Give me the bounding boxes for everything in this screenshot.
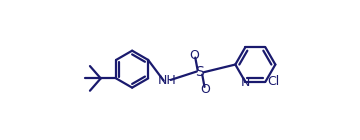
Text: Cl: Cl — [267, 75, 279, 88]
Text: O: O — [201, 83, 210, 96]
Text: N: N — [240, 76, 250, 89]
Text: S: S — [195, 65, 204, 79]
Text: NH: NH — [157, 74, 176, 87]
Text: O: O — [190, 49, 199, 62]
